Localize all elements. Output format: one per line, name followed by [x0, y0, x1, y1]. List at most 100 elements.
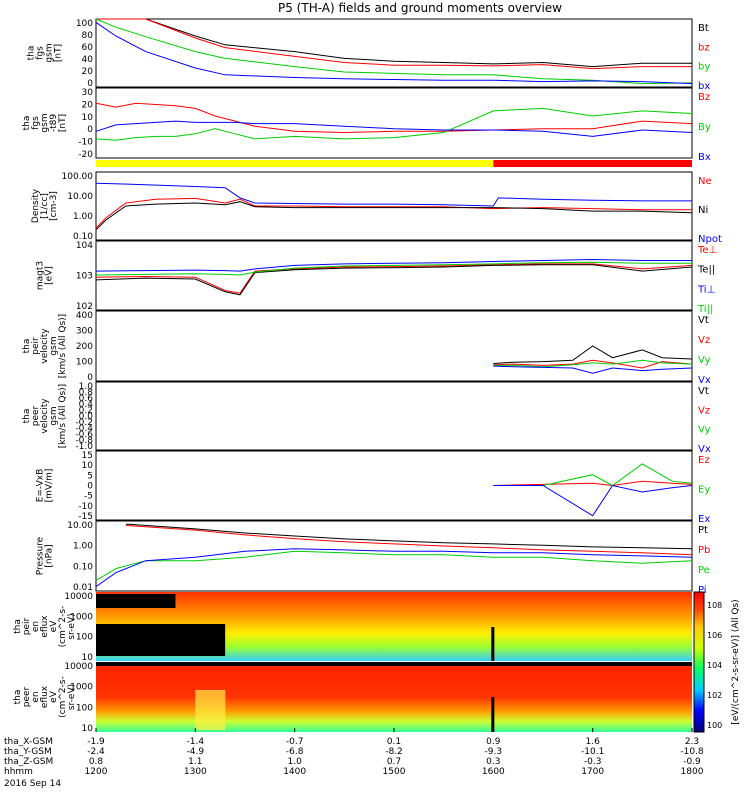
x-tick-label: 1.0 — [288, 757, 303, 767]
series-line-green — [493, 359, 693, 368]
panel-pressure: 10.00 1.00 0.10 0.01 Pressure [nPa] Pt Pb Pe Pi — [36, 520, 710, 596]
y-axis-label-line: en — [31, 691, 41, 702]
y-axis-label: magt3 [eV] — [36, 261, 55, 290]
y-tick-label: 10 — [82, 113, 94, 123]
x-date-label: 2016 Sep 14 — [4, 779, 61, 789]
y-tick-label: 1000 — [70, 683, 93, 693]
y-tick-label: 20 — [82, 67, 94, 77]
panel-frame — [95, 310, 693, 382]
x-row-name: tha_Y-GSM — [4, 747, 52, 757]
y-tick-label: 0 — [87, 125, 93, 135]
y-axis-label-line: magt3 — [36, 261, 46, 290]
x-tick-label: 0.3 — [486, 757, 500, 767]
y-axis-label: tha peer velocity gsm [km/s (All Qs)] — [22, 384, 68, 448]
y-tick-label: 10.00 — [67, 521, 93, 531]
y-axis-label-line: tha — [13, 690, 23, 705]
legend-entry: Pe — [698, 565, 710, 576]
legend-entry: Vz — [698, 405, 710, 416]
y-axis-label: tha fgs gsm -t89 [nT] — [22, 113, 68, 132]
legend-entry: Pt — [698, 525, 708, 536]
y-axis-label-line: velocity — [40, 398, 50, 434]
legend-entry: Vz — [698, 335, 710, 346]
y-axis-label-line: gsm — [49, 406, 59, 425]
panel-frame — [95, 87, 693, 159]
series-line-blue — [493, 365, 693, 374]
mode-bar-segment — [493, 160, 692, 167]
y-axis-label-line: E=-VxB — [36, 469, 46, 503]
y-tick-label: 20 — [82, 100, 94, 110]
spectrogram-dark-band — [96, 594, 176, 608]
x-tick-label: -1.9 — [87, 737, 105, 747]
panel-peer_spec: 10000 1000 100 10 tha peer en eflux eV (cm^2-s-sr… — [13, 662, 692, 734]
y-axis-label: Pressure [nPa] — [36, 536, 55, 575]
y-tick-label: -0.4 — [75, 424, 93, 434]
series-line-red — [493, 359, 693, 369]
y-axis-label-line: fgs — [31, 116, 41, 130]
legend-entry: Vt — [698, 315, 709, 326]
series-line-blue — [95, 120, 693, 137]
legend-entry: Npot — [698, 234, 722, 245]
x-tick-label: 1800 — [681, 767, 704, 777]
legend-entry: Ex — [698, 514, 710, 525]
y-tick-label: -10 — [78, 502, 93, 512]
x-tick-label: -2.4 — [87, 747, 105, 757]
panel-fgs_mag: 100 80 60 40 20 0 tha fgs gsm [nT] Bt bz by bx — [27, 18, 710, 92]
x-tick-label: 1500 — [383, 767, 406, 777]
y-tick-label: 0.2 — [79, 406, 93, 416]
y-tick-label: 1.00 — [73, 212, 93, 222]
legend-entry: Vy — [698, 355, 711, 366]
y-tick-label: -1.0 — [75, 442, 93, 452]
y-tick-label: 100 — [76, 703, 93, 713]
x-tick-label: 0.9 — [486, 737, 501, 747]
y-tick-label: 0.4 — [79, 400, 94, 410]
panel-peir_vel: 400 300 200 100 0 tha peir velocity gsm [km/s (Al… — [22, 310, 711, 386]
colorbar-scale — [693, 591, 705, 733]
spectrogram-dark-band — [96, 624, 226, 656]
x-row-name: tha_X-GSM — [4, 737, 53, 747]
y-tick-label: 5 — [87, 471, 93, 481]
y-tick-label: -5 — [84, 492, 93, 502]
y-tick-label: 0 — [87, 373, 93, 383]
y-tick-label: -10 — [78, 138, 93, 148]
y-axis-label-line: [nT] — [58, 114, 68, 132]
x-tick-label: -1.4 — [187, 737, 205, 747]
y-tick-label: 30 — [82, 88, 94, 98]
y-tick-label: 40 — [82, 55, 94, 65]
series-line-red — [125, 524, 693, 556]
x-tick-label: -4.9 — [187, 747, 205, 757]
y-axis-label-line: velocity — [40, 328, 50, 364]
y-tick-label: 10 — [82, 653, 94, 663]
y-axis-label-line: peer — [22, 686, 32, 707]
legend-entry: Vy — [698, 425, 711, 436]
y-tick-label: -0.2 — [75, 418, 93, 428]
legend-entry: Ne — [698, 176, 712, 187]
y-tick-label: 100.00 — [62, 172, 94, 182]
legend-entry: Bt — [698, 23, 709, 34]
series-line-red — [95, 102, 693, 134]
panel-peir_spec: 10000 1000 100 10 tha peir en eflux eV (cm^2-s-sr… — [13, 592, 692, 663]
series-line-black — [96, 18, 692, 68]
x-tick-label: -0.7 — [286, 737, 304, 747]
spectrogram-dark-band — [96, 662, 692, 666]
spectrogram-feature — [195, 690, 226, 730]
y-axis-label-line: tha — [22, 409, 32, 424]
legend-entry: Ni — [698, 205, 708, 216]
series-line-red — [96, 18, 692, 70]
series-line-blue — [95, 182, 692, 207]
y-axis-label-line: Density — [31, 188, 41, 223]
y-tick-label: 200 — [76, 342, 93, 352]
y-tick-label: 10 — [82, 461, 94, 471]
legend-entry: Vx — [698, 375, 711, 386]
y-axis-label-line: eV — [49, 690, 59, 703]
y-axis-label-line: [1/cc] — [40, 193, 50, 219]
y-tick-label: 10 — [82, 724, 94, 734]
legend-entry: Bz — [698, 92, 710, 103]
panel-fgs_gse: 30 20 10 0 -10 -20 tha fgs gsm -t89 [nT] Bz By Bx — [22, 87, 711, 163]
spectrogram-gap — [491, 697, 495, 732]
x-tick-label: -0.9 — [683, 757, 701, 767]
x-tick-label: 2.3 — [685, 737, 699, 747]
y-tick-label: 103 — [76, 272, 93, 282]
plot-title: P5 (TH-A) fields and ground moments over… — [278, 1, 562, 15]
x-tick-label: 0.8 — [89, 757, 104, 767]
